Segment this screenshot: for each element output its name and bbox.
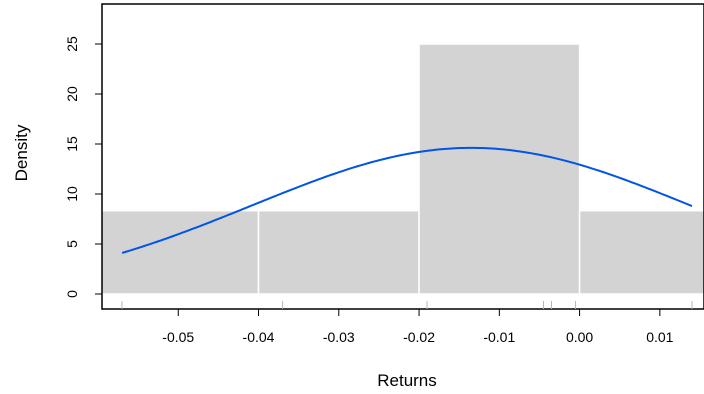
plot-box <box>101 3 704 310</box>
x-axis-label: Returns <box>377 371 437 390</box>
x-tick-label: 0.01 <box>646 329 673 345</box>
histogram-bar <box>578 209 704 295</box>
y-tick-label: 25 <box>64 36 80 52</box>
x-tick-label: -0.05 <box>162 329 194 345</box>
x-tick-label: -0.02 <box>403 329 435 345</box>
histogram-bars <box>102 43 704 295</box>
x-tick-label: 0.00 <box>566 329 593 345</box>
histogram-bar <box>102 209 260 295</box>
y-tick-label: 15 <box>64 136 80 152</box>
density-curve-layer <box>121 146 693 254</box>
x-tick-label: -0.01 <box>483 329 515 345</box>
x-tick-label: -0.04 <box>243 329 275 345</box>
y-tick-label: 10 <box>64 186 80 202</box>
y-axis: 0 5 10 15 20 25 <box>64 36 102 298</box>
x-tick-label: -0.03 <box>323 329 355 345</box>
histogram-bar <box>257 209 420 295</box>
rug-marks <box>121 301 693 309</box>
histogram-bar <box>418 43 581 295</box>
y-tick-label: 5 <box>64 240 80 248</box>
density-curve <box>121 146 693 254</box>
y-axis-label: Density <box>12 124 31 181</box>
x-axis: -0.05 -0.04 -0.03 -0.02 -0.01 0.00 0.01 <box>162 309 674 345</box>
y-tick-label: 0 <box>64 290 80 298</box>
y-tick-label: 20 <box>64 86 80 102</box>
